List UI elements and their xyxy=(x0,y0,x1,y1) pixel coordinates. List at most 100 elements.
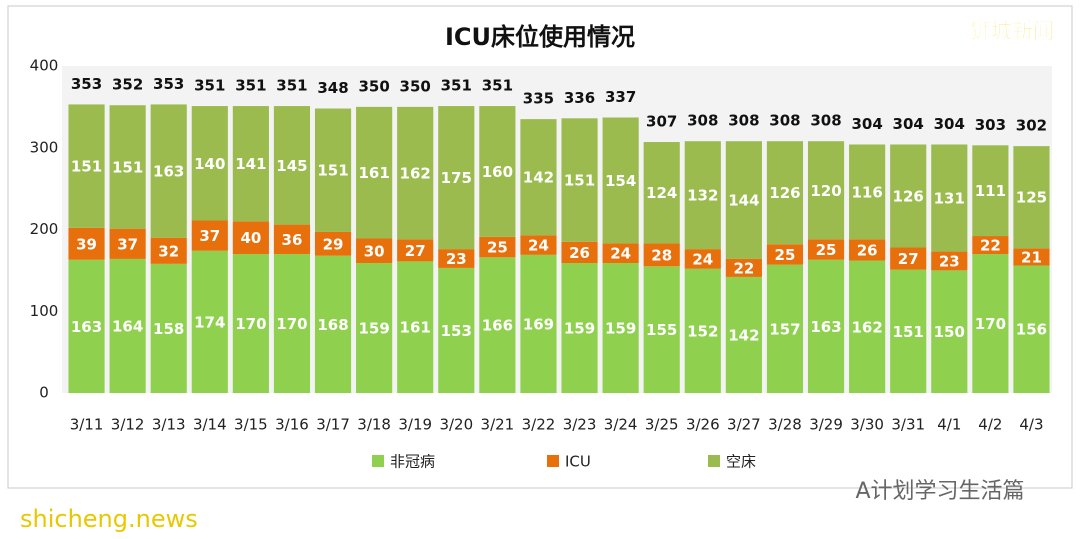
bar-segment xyxy=(68,104,105,228)
bar-segment xyxy=(561,241,598,264)
bar-segment xyxy=(397,239,434,262)
bar-segment xyxy=(314,255,352,393)
x-tick-label: 3/19 xyxy=(398,416,432,434)
data-label: 132 xyxy=(687,187,718,205)
total-label: 337 xyxy=(605,88,636,106)
total-label: 304 xyxy=(893,115,924,133)
bar-segment xyxy=(109,105,146,229)
data-label: 151 xyxy=(893,323,924,341)
bar-segment xyxy=(766,141,804,245)
total-label: 308 xyxy=(728,112,759,130)
chart-title: ICU床位使用情况 xyxy=(445,23,635,51)
total-label: 303 xyxy=(975,116,1006,134)
data-label: 170 xyxy=(235,315,266,333)
data-label: 156 xyxy=(1016,321,1047,339)
data-label: 152 xyxy=(687,322,718,340)
total-label: 335 xyxy=(523,90,554,108)
bar-segment xyxy=(766,244,804,265)
bar-segment xyxy=(273,106,311,225)
bar-segment xyxy=(273,224,311,255)
data-label: 29 xyxy=(323,235,344,253)
data-label: 166 xyxy=(482,317,513,335)
data-label: 153 xyxy=(441,322,472,340)
y-tick-label: 100 xyxy=(30,302,59,320)
x-tick-label: 3/30 xyxy=(850,416,884,434)
bar-segment xyxy=(1013,265,1050,393)
bar-segment xyxy=(397,261,434,393)
bar-segment xyxy=(931,270,968,393)
bar-segment xyxy=(849,260,886,393)
data-label: 25 xyxy=(487,239,508,257)
total-label: 308 xyxy=(810,112,841,130)
data-label: 27 xyxy=(898,250,919,268)
data-label: 159 xyxy=(358,320,389,338)
total-label: 350 xyxy=(358,77,389,95)
x-tick-label: 3/11 xyxy=(70,416,104,434)
data-label: 22 xyxy=(980,237,1001,255)
bar-segment xyxy=(1013,146,1050,249)
bar-segment xyxy=(438,106,475,250)
bar-segment xyxy=(314,108,352,232)
total-label: 336 xyxy=(564,89,595,107)
bar-segment xyxy=(356,238,393,264)
bar-segment xyxy=(890,144,927,248)
bar-segment xyxy=(684,249,721,269)
data-label: 157 xyxy=(769,320,800,338)
x-tick-label: 3/12 xyxy=(111,416,145,434)
total-label: 351 xyxy=(441,77,472,95)
total-label: 302 xyxy=(1016,117,1047,135)
brand-watermark: 狮城新闻 xyxy=(970,19,1054,43)
data-label: 22 xyxy=(733,259,754,277)
footer-watermark: A计划学习生活篇 xyxy=(855,479,1024,504)
data-label: 125 xyxy=(1016,189,1047,207)
bar-segment xyxy=(890,247,927,270)
data-label: 159 xyxy=(564,320,595,338)
legend-swatch xyxy=(547,455,559,467)
data-label: 151 xyxy=(71,158,102,176)
data-label: 162 xyxy=(400,165,431,183)
bar-segment xyxy=(232,106,269,222)
bar-segment xyxy=(68,227,105,260)
total-label: 352 xyxy=(112,76,143,94)
source-watermark: shicheng.news xyxy=(20,505,198,533)
x-tick-label: 3/14 xyxy=(193,416,227,434)
data-label: 23 xyxy=(939,252,960,270)
bar-segment xyxy=(68,259,105,393)
data-label: 158 xyxy=(153,320,184,338)
data-label: 159 xyxy=(605,320,636,338)
total-label: 308 xyxy=(769,112,800,130)
bar-segment xyxy=(520,119,557,236)
legend-swatch xyxy=(708,455,720,467)
x-tick-label: 4/1 xyxy=(937,416,961,434)
bar-segment xyxy=(807,141,845,240)
y-tick-label: 400 xyxy=(30,57,59,75)
data-label: 154 xyxy=(605,172,636,190)
data-label: 163 xyxy=(71,318,102,336)
data-label: 161 xyxy=(358,164,389,182)
bar-segment xyxy=(890,269,927,393)
data-label: 23 xyxy=(446,250,467,268)
bar-segment xyxy=(273,254,311,393)
x-tick-label: 3/23 xyxy=(563,416,597,434)
data-label: 170 xyxy=(276,315,307,333)
total-label: 351 xyxy=(194,77,225,95)
data-label: 144 xyxy=(728,192,759,210)
total-label: 351 xyxy=(276,77,307,95)
data-label: 32 xyxy=(158,242,179,260)
data-label: 168 xyxy=(317,316,348,334)
bar-segment xyxy=(725,141,762,259)
bar-segment xyxy=(725,276,762,393)
bar-segment xyxy=(972,145,1009,237)
x-tick-label: 3/21 xyxy=(481,416,515,434)
x-tick-label: 3/18 xyxy=(357,416,391,434)
data-label: 162 xyxy=(851,318,882,336)
data-label: 27 xyxy=(405,242,426,260)
x-tick-label: 3/15 xyxy=(234,416,268,434)
data-label: 116 xyxy=(851,183,882,201)
x-tick-label: 3/28 xyxy=(768,416,802,434)
x-tick-label: 3/31 xyxy=(891,416,925,434)
y-tick-label: 0 xyxy=(39,384,49,402)
legend-swatch xyxy=(372,455,384,467)
bar-segment xyxy=(849,239,886,261)
bar-segment xyxy=(972,254,1009,393)
